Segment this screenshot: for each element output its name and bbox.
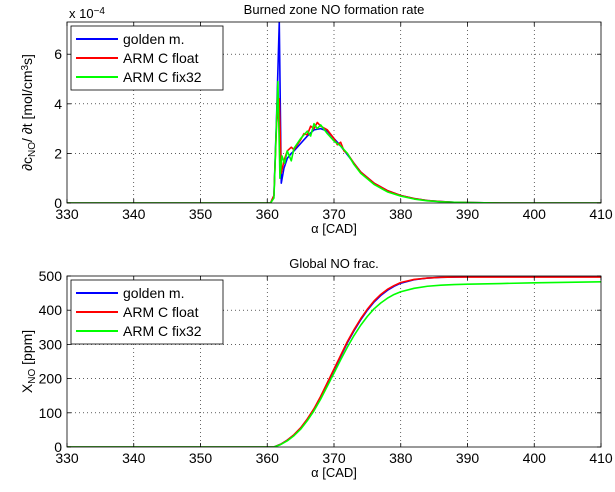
y-tick-label: 0 [54, 195, 62, 211]
x-tick-label: 390 [456, 450, 480, 466]
y-exponent-base: x 10 [69, 6, 94, 21]
legend: golden m. ARM C float ARM C fix32 [70, 279, 224, 345]
y-label-text: s] [19, 54, 35, 65]
ticks [66, 275, 602, 448]
x-tick-label: 380 [389, 450, 413, 466]
y-tick-label: 0 [54, 439, 62, 455]
y-tick-label: 4 [54, 96, 62, 112]
legend-label-2: ARM C float [123, 50, 199, 66]
x-tick-label: 400 [523, 206, 547, 222]
y-label-text: ∂c [19, 157, 35, 171]
y-label-subscript: NO [27, 369, 38, 384]
y-label-superscript: 3 [20, 65, 31, 71]
y-label-text: X [19, 383, 35, 393]
legend-label-1: golden m. [123, 285, 184, 301]
x-tick-label: 350 [189, 206, 213, 222]
x-tick-label: 340 [122, 450, 146, 466]
legend-label-3: ARM C fix32 [123, 69, 202, 85]
x-tick-label: 330 [55, 206, 79, 222]
y-label-text: / ∂t [mol/cm [19, 71, 35, 142]
x-tick-label: 380 [389, 206, 413, 222]
legend-label-1: golden m. [123, 31, 184, 47]
x-tick-label: 360 [256, 206, 280, 222]
y-label-text: [ppm] [19, 330, 35, 369]
y-tick-label: 6 [54, 46, 62, 62]
ticks [66, 22, 602, 204]
y-label-subscript: NO [27, 142, 38, 157]
chart-panel-1: 330 340 350 360 370 380 390 400 410 0 2 4 6 Burned zo… [19, 2, 613, 236]
series-line-3 [67, 281, 601, 447]
chart-panel-2: 330 340 350 360 370 380 390 400 410 0 100 200 300 400… [19, 256, 613, 480]
x-tick-label: 410 [589, 450, 613, 466]
y-tick-label: 2 [54, 145, 62, 161]
series-lines [67, 276, 601, 447]
series-line-3 [67, 80, 601, 203]
y-axis-label: XNO [ppm] [19, 330, 38, 393]
y-tick-label: 200 [39, 371, 63, 387]
series-lines [67, 22, 601, 203]
chart-title: Burned zone NO formation rate [244, 2, 425, 17]
x-axis-label: α [CAD] [311, 221, 357, 236]
legend-label-3: ARM C fix32 [123, 323, 202, 339]
x-tick-label: 400 [523, 450, 547, 466]
x-axis-label: α [CAD] [311, 465, 357, 480]
chart-title: Global NO frac. [289, 256, 379, 271]
y-tick-label: 100 [39, 405, 63, 421]
legend: golden m. ARM C float ARM C fix32 [70, 25, 224, 91]
y-tick-label: 400 [39, 302, 63, 318]
x-tick-label: 410 [589, 206, 613, 222]
x-tick-label: 390 [456, 206, 480, 222]
x-tick-label: 370 [322, 450, 346, 466]
y-tick-label: 300 [39, 336, 63, 352]
x-tick-label: 360 [256, 450, 280, 466]
x-tick-label: 350 [189, 450, 213, 466]
legend-label-2: ARM C float [123, 304, 199, 320]
y-tick-label: 500 [39, 268, 63, 284]
series-line-2 [67, 276, 601, 447]
y-exponent-label: x 10−4 [69, 6, 105, 22]
y-axis-label: ∂cNO/ ∂t [mol/cm3s] [19, 54, 38, 171]
x-tick-label: 330 [55, 450, 79, 466]
x-tick-label: 370 [322, 206, 346, 222]
x-tick-label: 340 [122, 206, 146, 222]
y-exponent-power: −4 [94, 6, 106, 17]
